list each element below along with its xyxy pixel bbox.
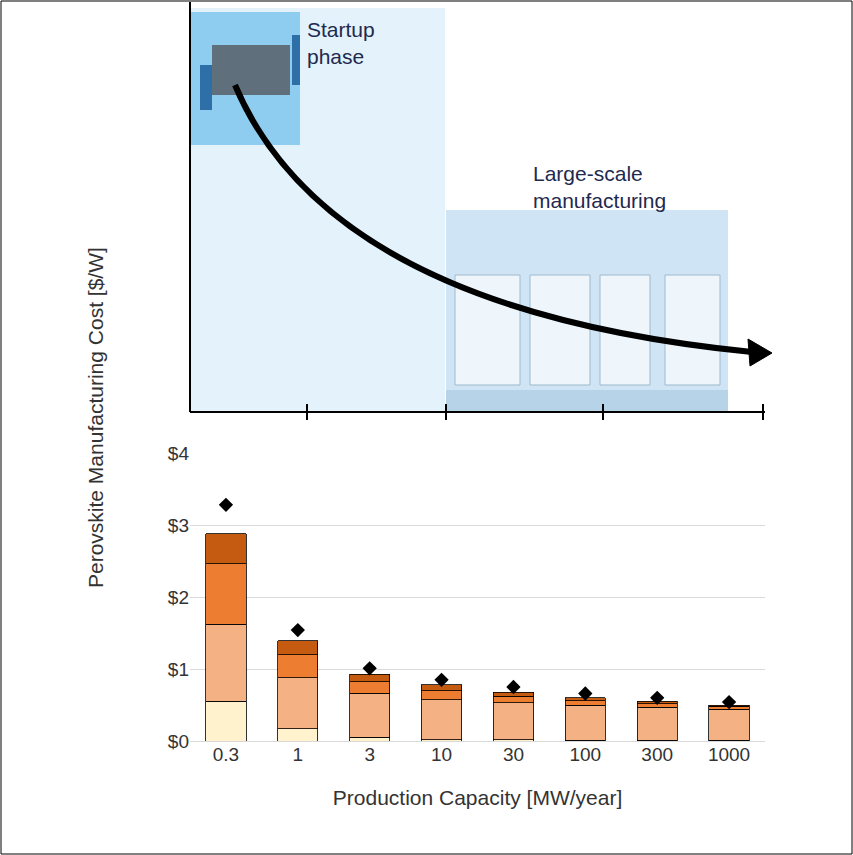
svg-text:$0: $0 <box>168 731 189 752</box>
svg-text:Large-scalemanufacturing: Large-scalemanufacturing <box>533 162 666 212</box>
svg-text:0.3: 0.3 <box>213 744 239 765</box>
svg-text:$4: $4 <box>168 443 190 464</box>
svg-text:3: 3 <box>364 744 375 765</box>
svg-text:1: 1 <box>293 744 304 765</box>
svg-text:100: 100 <box>569 744 601 765</box>
svg-text:300: 300 <box>641 744 673 765</box>
svg-text:Perovskite Manufacturing Cost: Perovskite Manufacturing Cost [$/W] <box>84 247 107 588</box>
svg-text:Startupphase: Startupphase <box>307 18 375 68</box>
svg-text:$2: $2 <box>168 587 189 608</box>
svg-text:30: 30 <box>503 744 524 765</box>
svg-text:10: 10 <box>431 744 452 765</box>
svg-text:$1: $1 <box>168 659 189 680</box>
svg-text:Production Capacity [MW/year]: Production Capacity [MW/year] <box>333 786 622 809</box>
svg-text:1000: 1000 <box>708 744 750 765</box>
svg-text:$3: $3 <box>168 515 189 536</box>
